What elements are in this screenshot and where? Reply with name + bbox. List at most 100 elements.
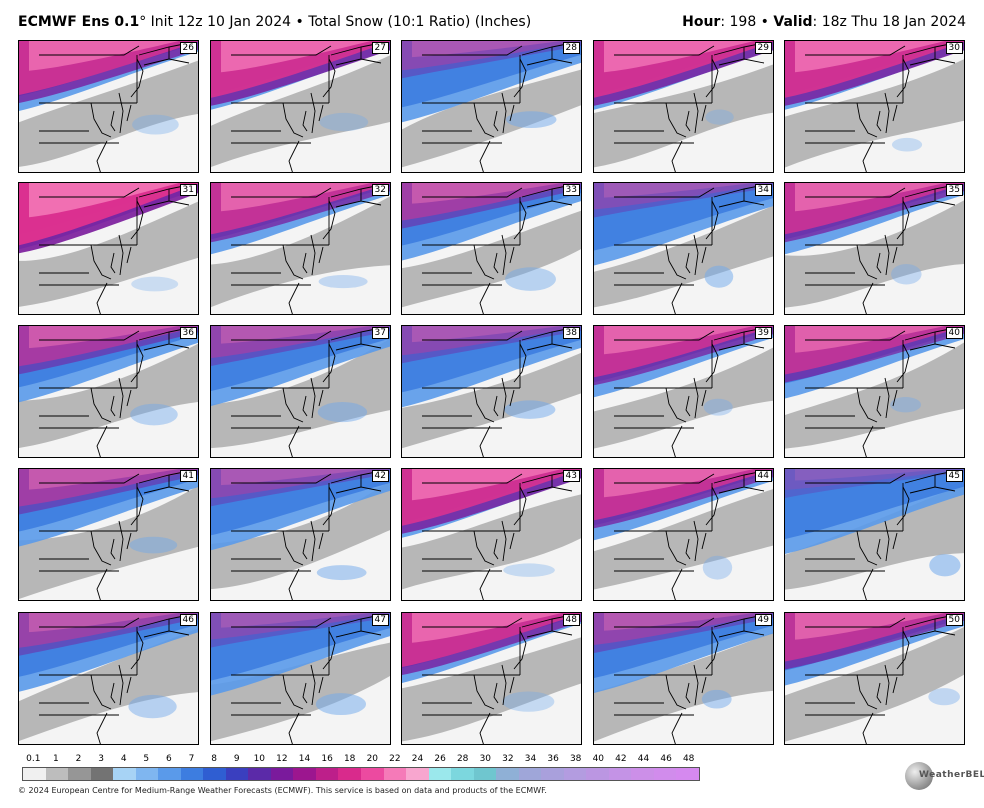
colorbar-swatch — [406, 768, 429, 780]
member-panel: 42 — [210, 468, 391, 601]
member-number: 48 — [562, 614, 580, 626]
colorbar-tick-label: 42 — [615, 754, 627, 764]
colorbar-tick-label: 7 — [188, 754, 195, 764]
hour-value: : 198 — [720, 14, 757, 30]
snowfall-map — [19, 183, 198, 314]
colorbar-tick-label: 28 — [456, 754, 469, 764]
member-panel: 38 — [401, 325, 582, 458]
member-panel: 47 — [210, 612, 391, 745]
snowfall-map — [785, 326, 964, 457]
member-panel: 27 — [210, 40, 391, 173]
colorbar-swatch — [180, 768, 204, 780]
snowfall-map — [402, 183, 581, 314]
colorbar-swatch — [451, 768, 474, 780]
colorbar-swatch — [653, 768, 677, 780]
member-number: 27 — [371, 42, 389, 54]
member-number: 37 — [371, 327, 389, 339]
colorbar-tick-label: 4 — [120, 754, 127, 764]
colorbar-swatch — [23, 768, 46, 780]
copyright-credit: © 2024 European Centre for Medium-Range … — [18, 786, 547, 795]
member-number: 45 — [945, 470, 963, 482]
snowfall-map — [402, 326, 581, 457]
member-number: 28 — [562, 42, 580, 54]
colorbar-tick-label: 30 — [479, 754, 492, 764]
colorbar-tick-label: 32 — [502, 754, 514, 764]
member-panel: 36 — [18, 325, 199, 458]
colorbar-tick-label: 10 — [253, 754, 266, 764]
colorbar-tick-label: 26 — [434, 754, 446, 764]
colorbar-tick-label: 40 — [592, 754, 605, 764]
member-panel: 46 — [18, 612, 199, 745]
colorbar-swatch — [248, 768, 271, 780]
member-panel: 48 — [401, 612, 582, 745]
snowfall-map — [211, 469, 390, 600]
snowfall-map — [785, 41, 964, 172]
colorbar-tick-label: 6 — [166, 754, 172, 764]
member-panel: 45 — [784, 468, 965, 601]
colorbar-swatch — [90, 768, 114, 780]
product-name: Total Snow (10:1 Ratio) (Inches) — [308, 14, 532, 30]
model-name: ECMWF Ens 0.1 — [18, 14, 140, 30]
valid-time-header: Hour: 198 • Valid: 18z Thu 18 Jan 2024 — [682, 12, 966, 32]
colorbar-tick-label: 34 — [524, 754, 537, 764]
colorbar-tick-label: 9 — [233, 754, 240, 764]
snowfall-map — [402, 41, 581, 172]
colorbar-swatch — [518, 768, 542, 780]
colorbar-swatch — [563, 768, 587, 780]
member-number: 34 — [754, 184, 772, 196]
colorbar-tick-label: 16 — [321, 754, 333, 764]
degree-symbol: ° — [139, 14, 147, 30]
colorbar-swatch — [496, 768, 519, 780]
snowfall-map — [594, 469, 773, 600]
member-number: 41 — [179, 470, 197, 482]
colorbar-swatch — [225, 768, 249, 780]
snowfall-map — [594, 326, 773, 457]
colorbar-tick-label: 22 — [389, 754, 401, 764]
member-panel: 39 — [593, 325, 774, 458]
snowfall-map — [19, 41, 198, 172]
colorbar-labels: 0.1 1 2 3 4 5 6 7 8 9 10 12 14 16 18 20 22 24 26 28 30 32 34 36… — [22, 753, 700, 765]
member-number: 39 — [754, 327, 772, 339]
member-number: 49 — [754, 614, 772, 626]
colorbar-tick-label: 0.1 — [26, 754, 41, 764]
member-panel: 26 — [18, 40, 199, 173]
map-title: ECMWF Ens 0.1° Init 12z 10 Jan 2024 • To… — [18, 12, 531, 32]
member-number: 40 — [945, 327, 963, 339]
colorbar-tick-label: 20 — [366, 754, 379, 764]
colorbar-swatch — [203, 768, 226, 780]
ensemble-panel-grid: 26 31 36 41 46 27 32 37 42 47 28 33 38 43 48 29 34 39 44 49… — [18, 40, 965, 745]
colorbar-tick-label: 38 — [569, 754, 582, 764]
member-number: 38 — [562, 327, 580, 339]
valid-label: Valid — [773, 14, 813, 30]
snowfall-map — [402, 613, 581, 744]
colorbar-tick-label: 14 — [298, 754, 311, 764]
title-separator: • — [291, 14, 309, 30]
colorbar-tick-label: 5 — [143, 754, 150, 764]
weatherbell-logo: WeatherBELL — [905, 760, 984, 790]
member-number: 43 — [562, 470, 580, 482]
snowfall-map — [211, 41, 390, 172]
snowfall-map — [785, 183, 964, 314]
colorbar-swatch — [383, 768, 407, 780]
snowfall-map — [19, 613, 198, 744]
colorbar-tick-label: 2 — [75, 754, 82, 764]
member-panel: 37 — [210, 325, 391, 458]
colorbar-swatch — [45, 768, 69, 780]
colorbar-tick-label: 36 — [547, 754, 559, 764]
member-number: 31 — [179, 184, 197, 196]
colorbar-tick-label: 1 — [53, 754, 59, 764]
colorbar-tick-label: 18 — [343, 754, 356, 764]
member-panel: 35 — [784, 182, 965, 315]
colorbar-tick-label: 48 — [682, 754, 695, 764]
member-panel: 30 — [784, 40, 965, 173]
member-panel: 31 — [18, 182, 199, 315]
member-number: 46 — [179, 614, 197, 626]
header-separator: • — [756, 14, 774, 30]
logo-text: WeatherBELL — [919, 770, 984, 780]
colorbar-tick-label: 46 — [660, 754, 672, 764]
member-number: 29 — [754, 42, 772, 54]
member-number: 44 — [754, 470, 772, 482]
snowfall-map — [211, 183, 390, 314]
colorbar-swatch — [586, 768, 609, 780]
member-number: 42 — [371, 470, 389, 482]
